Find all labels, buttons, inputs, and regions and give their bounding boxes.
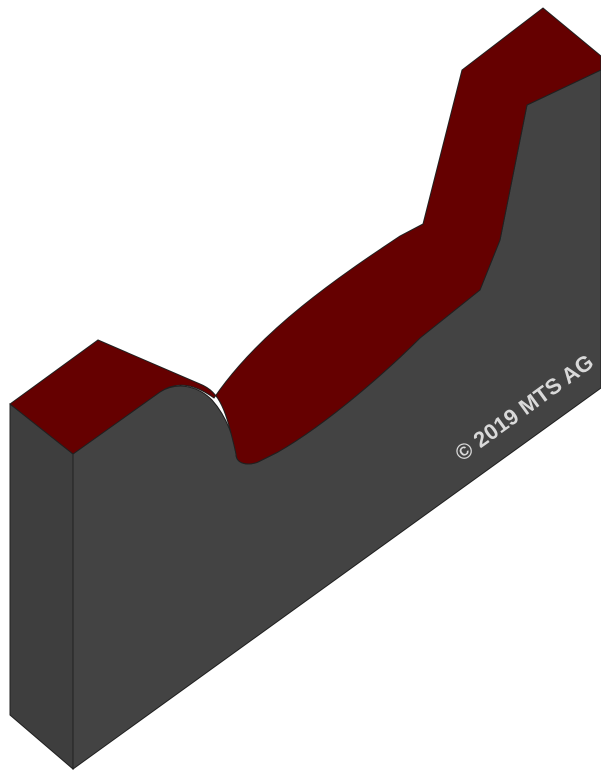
side-face: [9, 402, 74, 771]
top-face: [9, 7, 601, 465]
